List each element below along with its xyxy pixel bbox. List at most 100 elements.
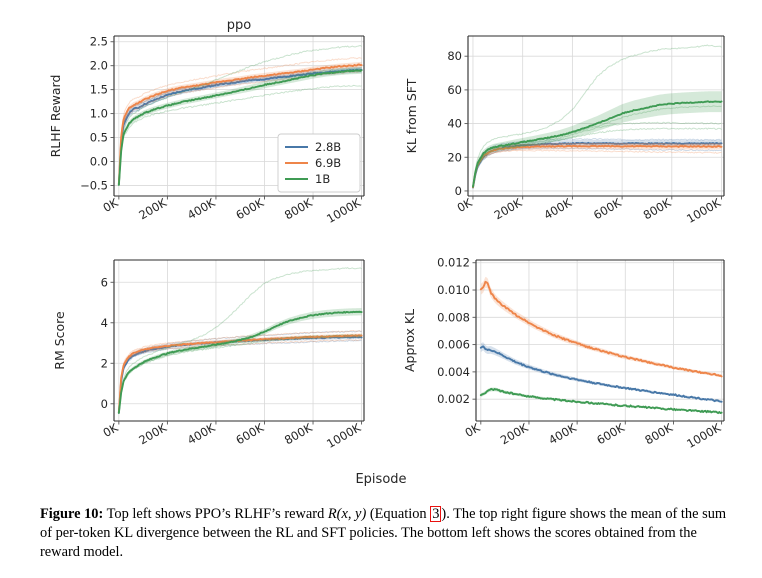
seed-run-6.9B (472, 149, 722, 189)
caption-text-part-1: Top left shows PPO’s RLHF’s reward (103, 506, 328, 522)
plot-background (468, 36, 724, 196)
y-tick-label: 20 (447, 150, 462, 164)
seed-run-1B (118, 84, 362, 186)
y-tick-label: 0.004 (437, 365, 470, 379)
y-tick-label: 0 (455, 184, 462, 198)
y-axis-label: KL from SFT (404, 78, 419, 153)
x-tick-label: 1000K (324, 420, 363, 451)
y-tick-label: 0.0 (90, 155, 108, 169)
y-tick-label: 6 (101, 275, 108, 289)
x-tick-label: 800K (642, 420, 675, 447)
confidence-band-2.8B (472, 139, 722, 189)
legend-label-6.9B: 6.9B (315, 156, 341, 170)
series-line-6.9B (479, 280, 723, 378)
y-tick-label: 0.006 (437, 338, 470, 352)
y-tick-label: 2.5 (90, 35, 108, 49)
series-line-1B (117, 310, 363, 414)
y-axis-label: Approx KL (402, 309, 417, 372)
x-tick-label: 600K (594, 420, 627, 447)
series-group (117, 44, 363, 187)
x-tick-label: 600K (233, 195, 266, 222)
seed-run-6.9B (118, 330, 362, 412)
y-tick-label: 60 (447, 83, 462, 97)
series-group (479, 276, 723, 415)
x-tick-label: 1000K (684, 420, 723, 451)
x-tick-label: 0K (100, 195, 120, 215)
x-tick-label: 200K (136, 195, 169, 222)
y-tick-label: 0 (101, 397, 108, 411)
x-tick-label: 600K (233, 420, 266, 447)
y-axis-label: RM Score (52, 311, 67, 370)
panel-title: ppo (227, 18, 252, 33)
caption-figure-number: Figure 10: (40, 506, 104, 522)
series-line-6.9B (117, 63, 363, 185)
x-tick-label: 1000K (684, 195, 723, 226)
seed-run-2.8B (472, 147, 722, 189)
series-line-2.8B (117, 68, 363, 186)
series-line-1B (472, 100, 723, 188)
x-tick-label: 0K (462, 420, 482, 440)
caption-text-part-2: (Equation (366, 506, 431, 522)
y-tick-label: 40 (447, 117, 462, 131)
seed-run-2.8B (118, 339, 362, 414)
x-tick-label: 400K (546, 420, 579, 447)
y-tick-label: 2 (101, 356, 108, 370)
legend-label-2.8B: 2.8B (315, 140, 341, 154)
x-tick-label: 200K (498, 420, 531, 447)
y-tick-label: 0.010 (437, 283, 470, 297)
chart-panel-approx-kl: 0.002 0.004 0.006 0.008 0.010 0.012 0K 200K 400K… (402, 256, 725, 451)
y-tick-label: 1.0 (90, 107, 108, 121)
seed-run-2.8B (472, 138, 722, 187)
x-tick-label: 200K (136, 420, 169, 447)
y-tick-label: 0.5 (90, 131, 108, 145)
x-tick-label: 800K (282, 420, 315, 447)
series-line-1B (479, 387, 723, 415)
confidence-band-1B (472, 91, 722, 188)
series-group (117, 267, 363, 415)
series-line-1B (117, 69, 363, 186)
y-tick-label: 1.5 (90, 83, 108, 97)
seed-run-1B (472, 105, 722, 187)
y-tick-label: 80 (447, 49, 462, 63)
seed-run-6.9B (118, 57, 362, 184)
seed-run-1B (118, 334, 362, 414)
x-tick-label: 400K (185, 195, 218, 222)
chart-panel-rlhf-reward: −0.5 0.0 0.5 1.0 1.5 2.0 2.5 0K 200K 400K 600K 800K… (48, 18, 365, 226)
x-tick-label: 400K (185, 420, 218, 447)
x-tick-label: 800K (282, 195, 315, 222)
chart-panel-rm-score: 0 2 4 6 0K 200K 400K 600K 800K 1000K RM Score (52, 259, 365, 451)
y-tick-label: 0.012 (437, 256, 470, 270)
y-tick-label: 0.002 (437, 392, 470, 406)
seed-run-6.9B (118, 339, 362, 414)
x-tick-label: 1000K (324, 195, 363, 226)
seed-run-1B (118, 267, 362, 413)
series-group (472, 44, 723, 189)
legend: 2.8B 6.9B 1B (277, 133, 361, 193)
seed-run-1B (472, 127, 722, 188)
seed-run-1B (118, 335, 362, 414)
x-tick-label: 800K (641, 195, 674, 222)
seed-run-1B (472, 44, 722, 186)
x-axis-label-episode: Episode (355, 472, 407, 487)
x-tick-label: 400K (541, 195, 574, 222)
x-tick-label: 0K (100, 420, 120, 440)
series-line-2.8B (479, 345, 723, 403)
x-tick-label: 0K (455, 195, 475, 215)
y-axis-label: RLHF Reward (48, 75, 63, 158)
legend-label-1B: 1B (315, 172, 330, 186)
x-tick-label: 600K (591, 195, 624, 222)
caption-text-part-3: ). The top right figure shows the mean o… (40, 506, 727, 561)
equation-3-link[interactable]: 3 (430, 506, 442, 523)
seed-run-1B (118, 44, 362, 185)
legend-box (277, 133, 361, 193)
series-line-6.9B (472, 144, 723, 189)
seed-run-2.8B (118, 330, 362, 412)
y-tick-label: −0.5 (80, 178, 108, 192)
caption-math-reward: R(x, y) (327, 506, 367, 522)
x-tick-label: 200K (492, 195, 525, 222)
figure-caption: Figure 10: Top left shows PPO’s RLHF’s r… (40, 505, 730, 562)
seed-run-1B (472, 121, 722, 188)
y-tick-label: 0.008 (437, 310, 470, 324)
